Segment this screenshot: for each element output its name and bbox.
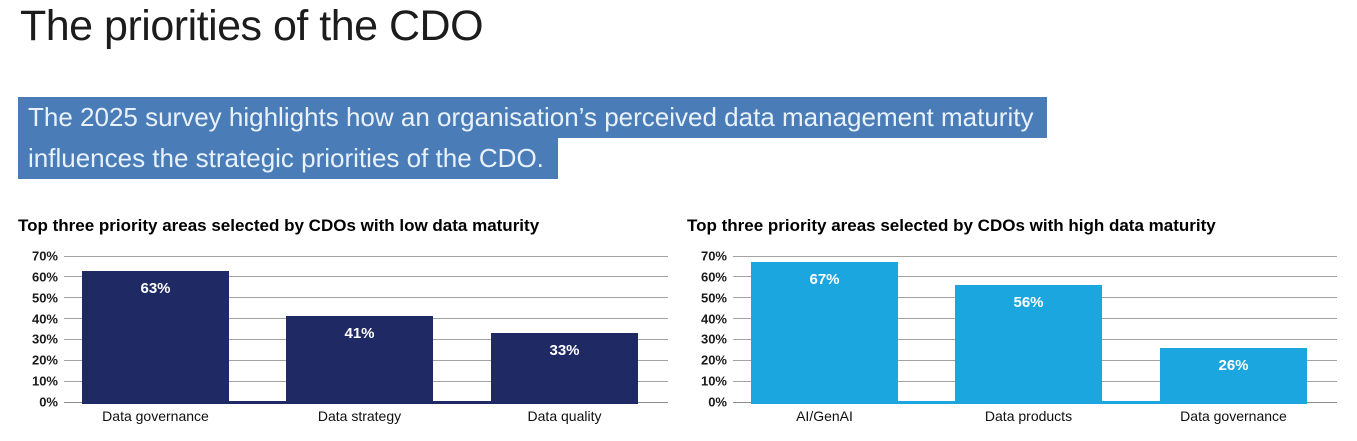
bar-value-label: 67% bbox=[809, 271, 840, 289]
y-axis-tick: 40% bbox=[31, 311, 58, 327]
bar-value-label: 26% bbox=[1218, 356, 1249, 374]
bar: 63% bbox=[82, 270, 229, 402]
category-label: AI/GenAI bbox=[796, 408, 853, 424]
highlight-line: The 2025 survey highlights how an organi… bbox=[18, 97, 1048, 138]
y-axis: 0% 10% 20% 30% 40% 50% 60% 70% bbox=[687, 250, 727, 409]
y-axis-tick: 0% bbox=[708, 394, 727, 410]
axis-baseline bbox=[82, 401, 638, 404]
category-label: Data products bbox=[984, 408, 1073, 424]
bar-chart-high-maturity: Top three priority areas selected by CDO… bbox=[687, 216, 1347, 431]
highlight-banner: The 2025 survey highlights how an organi… bbox=[18, 97, 1048, 179]
bar: 67% bbox=[751, 262, 898, 402]
bar: 56% bbox=[955, 285, 1102, 402]
gridline bbox=[64, 276, 668, 278]
bar-value-label: 56% bbox=[1013, 294, 1044, 312]
chart-title: Top three priority areas selected by CDO… bbox=[18, 216, 540, 235]
y-axis-tick: 30% bbox=[700, 331, 727, 347]
gridline bbox=[64, 255, 668, 257]
y-axis-tick: 20% bbox=[31, 352, 58, 368]
y-axis-tick: 70% bbox=[700, 248, 727, 264]
bar-chart-low-maturity: Top three priority areas selected by CDO… bbox=[18, 216, 678, 431]
y-axis-tick: 0% bbox=[39, 394, 58, 410]
bar: 26% bbox=[1160, 347, 1307, 402]
axis-baseline bbox=[751, 401, 1307, 404]
category-label: Data governance bbox=[102, 408, 209, 424]
category-label: Data governance bbox=[1180, 408, 1287, 424]
y-axis-tick: 40% bbox=[700, 311, 727, 327]
page-title: The priorities of the CDO bbox=[20, 2, 484, 50]
y-axis-tick: 20% bbox=[700, 352, 727, 368]
plot-area: 63% 41% 33% bbox=[64, 255, 668, 404]
bar: 33% bbox=[491, 333, 638, 402]
chart-title: Top three priority areas selected by CDO… bbox=[687, 216, 1216, 235]
y-axis-tick: 10% bbox=[31, 373, 58, 389]
y-axis: 0% 10% 20% 30% 40% 50% 60% 70% bbox=[18, 250, 58, 409]
category-label: Data strategy bbox=[317, 408, 402, 424]
y-axis-tick: 60% bbox=[700, 269, 727, 285]
category-label: Data quality bbox=[527, 408, 602, 424]
bar-value-label: 63% bbox=[140, 279, 171, 297]
y-axis-tick: 30% bbox=[31, 331, 58, 347]
highlight-line: influences the strategic priorities of t… bbox=[18, 138, 558, 179]
plot-area: 67% 56% 26% bbox=[733, 255, 1337, 404]
gridline bbox=[733, 255, 1337, 257]
gridline bbox=[733, 276, 1337, 278]
bar-value-label: 33% bbox=[549, 342, 580, 360]
y-axis-tick: 50% bbox=[700, 290, 727, 306]
y-axis-tick: 10% bbox=[700, 373, 727, 389]
y-axis-tick: 60% bbox=[31, 269, 58, 285]
bar: 41% bbox=[286, 316, 433, 402]
y-axis-tick: 70% bbox=[31, 248, 58, 264]
gridline bbox=[64, 297, 668, 299]
bar-value-label: 41% bbox=[344, 325, 375, 343]
y-axis-tick: 50% bbox=[31, 290, 58, 306]
